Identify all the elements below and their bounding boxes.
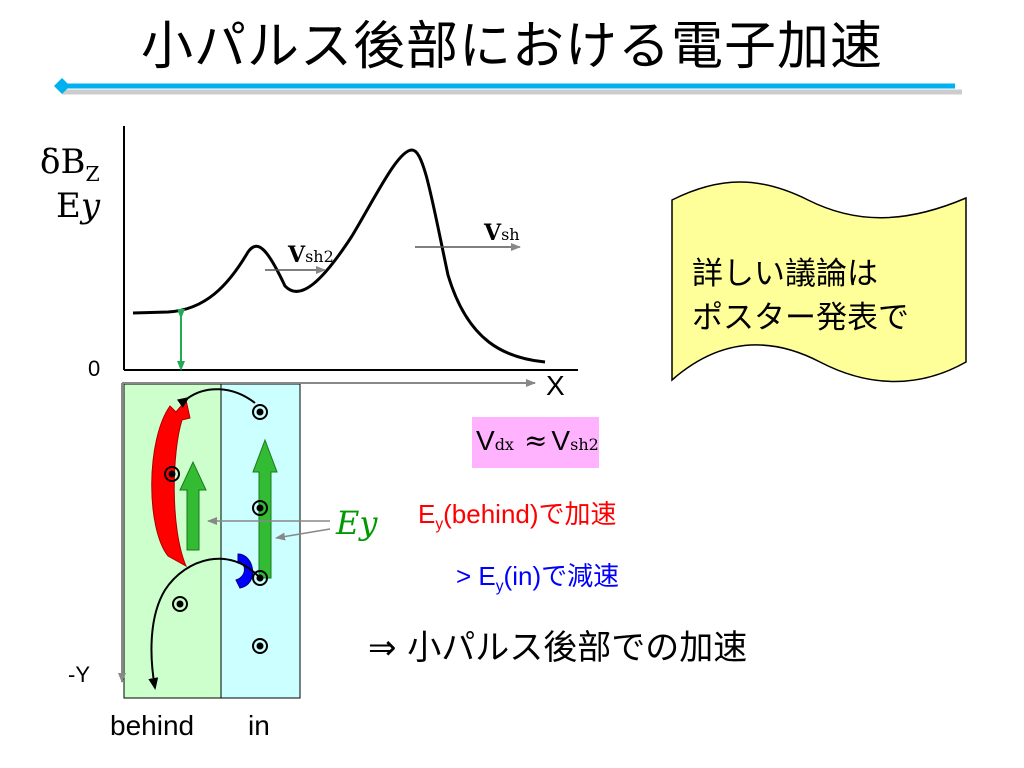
- x-axis-label: X: [546, 370, 565, 401]
- accel-behind-statement: Ey(behind)で加速: [418, 499, 617, 534]
- electron-symbols: [164, 404, 268, 654]
- velocity-relation-box: [472, 417, 599, 468]
- note-scroll-shape: [671, 181, 967, 383]
- neg-y-label: -Y: [68, 662, 90, 687]
- poster-note-line-2: ポスター発表で: [692, 300, 909, 336]
- upper-trajectory-arrow: [176, 388, 256, 408]
- decel-in-statement: > Ey(in)で減速: [456, 561, 620, 596]
- green-arrow-in: [252, 438, 278, 579]
- lower-trajectory-arrow: [148, 557, 261, 690]
- vsh-label: Vsh: [484, 220, 520, 246]
- y-label-delta-b: δBZ: [40, 142, 100, 186]
- poster-note-line-1: 詳しい議論は: [692, 256, 878, 292]
- green-arrow-behind: [179, 460, 207, 551]
- behind-label: behind: [110, 710, 195, 741]
- velocity-relation: Vdx ≈ Vsh2: [476, 424, 599, 457]
- y-label-ey: Ey: [56, 186, 101, 226]
- poster-note: 詳しい議論は ポスター発表で: [692, 252, 952, 340]
- title-rule: [54, 78, 962, 95]
- origin-label: 0: [88, 356, 101, 381]
- slide-title: 小パルス後部における電子加速: [140, 17, 883, 77]
- vsh2-label: Vsh2: [288, 242, 334, 268]
- conclusion-statement: ⇒ 小パルス後部での加速: [368, 628, 748, 668]
- ey-field-label: Ey: [336, 504, 378, 542]
- in-label: in: [248, 710, 270, 741]
- ey-pointer-in: [275, 528, 331, 541]
- red-orbit-arrow: [151, 398, 191, 568]
- field-waveform-curve: [132, 148, 546, 364]
